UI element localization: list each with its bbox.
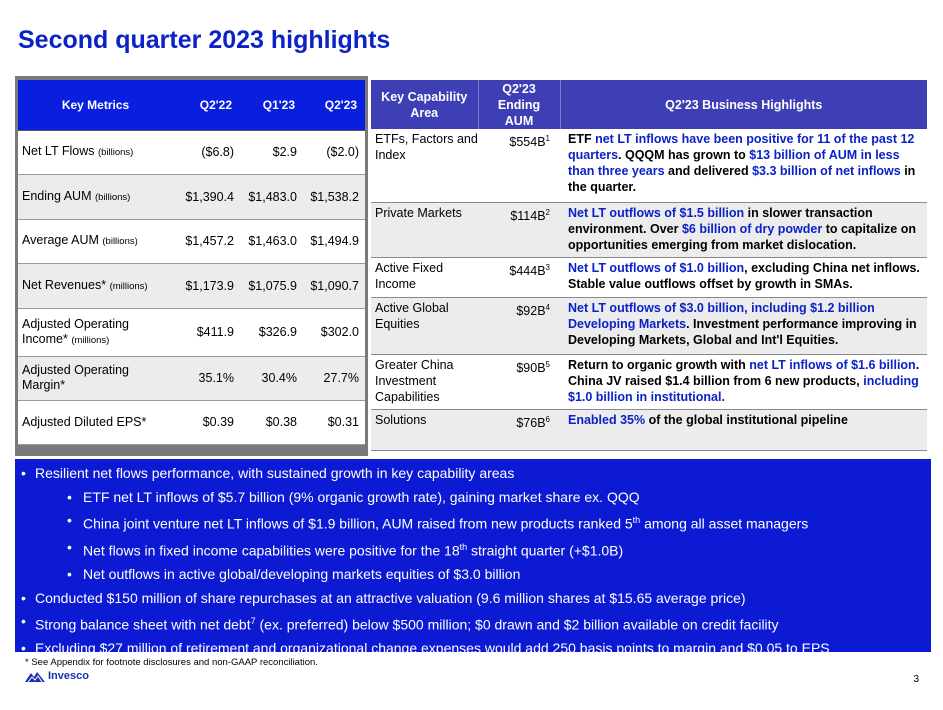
capability-highlight: ETF net LT inflows have been positive fo… <box>560 129 927 203</box>
capability-row: Active Fixed Income $444B3 Net LT outflows… <box>371 257 927 298</box>
capability-area: Active Fixed Income <box>371 257 478 298</box>
capability-area: ETFs, Factors and Index <box>371 129 478 203</box>
km-row-label: Adjusted Operating Margin* <box>18 356 173 401</box>
km-header-q2-23: Q2'23 <box>303 80 365 131</box>
capability-highlight: Net LT outflows of $1.5 billion in slowe… <box>560 202 927 258</box>
km-value: 35.1% <box>173 356 240 401</box>
capability-area: Solutions <box>371 409 478 451</box>
bullet-etf: ETF net LT inflows of $5.7 billion (9% o… <box>15 486 931 510</box>
logo-text: Invesco <box>48 670 89 682</box>
km-row: Adjusted Diluted EPS* $0.39 $0.38 $0.31 <box>18 400 365 445</box>
km-row: Adjusted Operating Margin* 35.1% 30.4% 27.7… <box>18 356 365 401</box>
bullet-china-jv: China joint venture net LT inflows of $1… <box>15 509 931 536</box>
km-value: $1,463.0 <box>240 219 303 264</box>
capability-aum: $90B5 <box>478 354 560 410</box>
km-value: $1,494.9 <box>303 219 365 264</box>
km-row: Average AUM (billions) $1,457.2 $1,463.0 $1… <box>18 219 365 264</box>
bullet-expenses: Excluding $27 million of retirement and … <box>15 637 931 661</box>
capability-row: Active Global Equities $92B4 Net LT outflo… <box>371 297 927 355</box>
bullet-fixed-income: Net flows in fixed income capabilities w… <box>15 536 931 563</box>
kc-header-aum: Q2'23 Ending AUM <box>478 80 561 129</box>
bullet-share-repurchases: Conducted $150 million of share repurcha… <box>15 587 931 611</box>
capabilities-table: Key Capability Area Q2'23 Ending AUM Q2'… <box>371 80 927 451</box>
capability-highlight: Net LT outflows of $1.0 billion, excludi… <box>560 257 927 298</box>
km-header-metric: Key Metrics <box>18 80 173 131</box>
km-row-label: Adjusted Diluted EPS* <box>18 400 173 445</box>
km-value: 27.7% <box>303 356 365 401</box>
footnote: * See Appendix for footnote disclosures … <box>25 657 318 668</box>
km-value: ($2.0) <box>303 130 365 175</box>
kc-header-highlights: Q2'23 Business Highlights <box>560 80 927 129</box>
km-value: $0.39 <box>173 400 240 445</box>
km-header-q2-22: Q2'22 <box>173 80 240 131</box>
km-value: $302.0 <box>303 308 365 357</box>
km-row: Ending AUM (billions) $1,390.4 $1,483.0 $1,… <box>18 174 365 220</box>
km-value: ($6.8) <box>173 130 240 175</box>
km-row-label: Adjusted Operating Income* (millions) <box>18 308 173 357</box>
capability-aum: $444B3 <box>478 257 560 298</box>
highlights-panel: Resilient net flows performance, with su… <box>15 459 931 660</box>
km-value: $411.9 <box>173 308 240 357</box>
capability-row: Private Markets $114B2 Net LT outflows of … <box>371 202 927 258</box>
bullet-balance-sheet: Strong balance sheet with net debt7 (ex.… <box>15 610 931 637</box>
capability-aum: $114B2 <box>478 202 560 258</box>
km-value: $2.9 <box>240 130 303 175</box>
capability-row: ETFs, Factors and Index $554B1 ETF net LT … <box>371 129 927 203</box>
capability-area: Active Global Equities <box>371 297 478 355</box>
capability-highlight: Return to organic growth with net LT inf… <box>560 354 927 410</box>
km-value: $326.9 <box>240 308 303 357</box>
capability-row: Solutions $76B6 Enabled 35% of the global … <box>371 409 927 451</box>
capability-aum: $554B1 <box>478 129 560 203</box>
bullet-net-flows: Resilient net flows performance, with su… <box>15 462 931 486</box>
page-number: 3 <box>913 674 919 685</box>
kc-header-area: Key Capability Area <box>371 80 479 129</box>
km-value: $1,173.9 <box>173 263 240 309</box>
km-value: $0.38 <box>240 400 303 445</box>
page-title: Second quarter 2023 highlights <box>18 26 391 54</box>
capability-area: Greater China Investment Capabilities <box>371 354 478 410</box>
invesco-mountain-icon <box>25 671 45 682</box>
km-header-q1-23: Q1'23 <box>240 80 303 131</box>
km-value: $0.31 <box>303 400 365 445</box>
km-row-label: Net Revenues* (millions) <box>18 263 173 309</box>
km-row: Net LT Flows (billions) ($6.8) $2.9 ($2.0) <box>18 130 365 175</box>
km-row: Adjusted Operating Income* (millions) $41… <box>18 308 365 357</box>
km-value: 30.4% <box>240 356 303 401</box>
capability-aum: $76B6 <box>478 409 560 451</box>
capability-aum: $92B4 <box>478 297 560 355</box>
km-value: $1,090.7 <box>303 263 365 309</box>
km-value: $1,390.4 <box>173 174 240 220</box>
bullet-active-global: Net outflows in active global/developing… <box>15 563 931 587</box>
capability-highlight: Net LT outflows of $3.0 billion, includi… <box>560 297 927 355</box>
km-value: $1,457.2 <box>173 219 240 264</box>
key-metrics-table: Key Metrics Q2'22 Q1'23 Q2'23 Net LT Flo… <box>18 80 365 445</box>
capability-row: Greater China Investment Capabilities $90… <box>371 354 927 410</box>
capability-highlight: Enabled 35% of the global institutional … <box>560 409 927 451</box>
km-row: Net Revenues* (millions) $1,173.9 $1,075.9… <box>18 263 365 309</box>
km-row-label: Ending AUM (billions) <box>18 174 173 220</box>
km-value: $1,075.9 <box>240 263 303 309</box>
capability-area: Private Markets <box>371 202 478 258</box>
km-row-label: Net LT Flows (billions) <box>18 130 173 175</box>
km-value: $1,538.2 <box>303 174 365 220</box>
invesco-logo: Invesco <box>25 670 89 682</box>
km-row-label: Average AUM (billions) <box>18 219 173 264</box>
km-value: $1,483.0 <box>240 174 303 220</box>
